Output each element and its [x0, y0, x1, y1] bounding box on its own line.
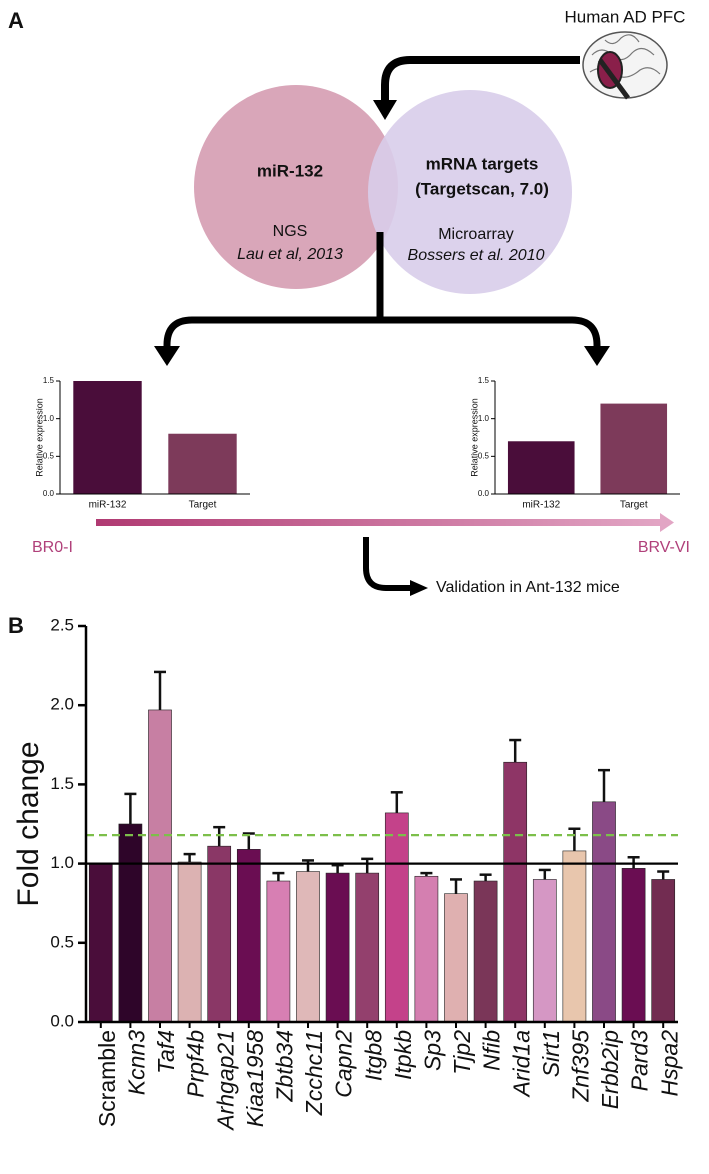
bar [148, 709, 172, 1023]
x-tick-label: Hspa2 [656, 1030, 682, 1097]
venn-right [368, 90, 572, 294]
panel-label: A [8, 8, 24, 33]
circle-method: Microarray [438, 226, 514, 243]
x-tick-label: Tjp2 [449, 1030, 475, 1075]
bar [177, 861, 202, 1023]
bar [355, 872, 380, 1023]
y-tick-label: 1.0 [50, 853, 74, 872]
circle-title: mRNA targets [426, 154, 539, 173]
bar [621, 868, 646, 1023]
brain-icon [582, 31, 668, 100]
x-tick-label: Capn2 [331, 1030, 357, 1098]
arrow [363, 537, 412, 591]
y-tick-label: 0.5 [43, 451, 55, 460]
arrowhead [410, 580, 428, 596]
arrow [381, 56, 580, 102]
bar [168, 433, 237, 494]
bar [236, 849, 261, 1023]
y-axis-label: Relative expression [34, 398, 44, 477]
y-axis-label: Relative expression [469, 398, 479, 477]
x-tick-label: Zbtb34 [271, 1030, 297, 1103]
circle-reference: Lau et al, 2013 [237, 246, 343, 263]
bar [88, 863, 113, 1023]
x-tick-label: Pard3 [627, 1030, 653, 1092]
bar [507, 441, 575, 494]
x-tick-label: Arhgap21 [212, 1030, 238, 1132]
bar [562, 850, 587, 1023]
venn-left [194, 85, 398, 289]
x-tick-label: Target [620, 500, 648, 511]
stage-label: BR0-I [32, 539, 73, 556]
y-tick-label: 2.0 [50, 695, 74, 714]
circle-method: NGS [273, 223, 308, 240]
bar [118, 823, 143, 1023]
y-tick-label: 1.0 [43, 414, 55, 423]
y-tick-label: 0.0 [43, 489, 55, 498]
x-tick-label: Sirt1 [538, 1030, 564, 1077]
y-tick-label: 1.5 [50, 774, 74, 793]
x-tick-label: Kiaa1958 [242, 1030, 268, 1127]
bar [266, 880, 291, 1023]
y-axis-label: Fold change [12, 741, 45, 906]
x-tick-label: Prpf4b [183, 1030, 209, 1098]
y-tick-label: 0.5 [50, 932, 74, 951]
x-tick-label: Erbb2ip [597, 1030, 623, 1109]
x-tick-label: Znf395 [567, 1030, 593, 1103]
arrowhead [154, 346, 610, 366]
bar [503, 761, 528, 1023]
y-tick-label: 1.5 [43, 376, 55, 385]
x-tick-label: Itpkb [390, 1030, 416, 1080]
y-tick-label: 0.5 [478, 451, 490, 460]
x-tick-label: Itgb8 [360, 1030, 386, 1081]
arrowhead [373, 100, 397, 120]
y-tick-label: 1.5 [478, 376, 490, 385]
stage-arrow [96, 519, 662, 526]
source-label: Human AD PFC [565, 7, 686, 26]
bar [296, 871, 320, 1023]
bar [73, 381, 142, 494]
x-tick-label: miR-132 [522, 500, 560, 511]
circle-title: miR-132 [257, 161, 323, 180]
x-tick-label: Zcchc11 [301, 1030, 327, 1116]
arrowhead [660, 513, 674, 532]
bar [473, 880, 498, 1023]
y-tick-label: 0.0 [478, 489, 490, 498]
bar [414, 875, 439, 1023]
bar [384, 812, 409, 1023]
bar [651, 879, 676, 1023]
circle-title: (Targetscan, 7.0) [415, 179, 549, 198]
x-tick-label: miR-132 [89, 500, 127, 511]
x-tick-label: Kcnn3 [123, 1030, 149, 1095]
bar [207, 845, 232, 1023]
validation-label: Validation in Ant-132 mice [436, 579, 620, 596]
x-tick-label: Arid1a [508, 1030, 534, 1098]
x-tick-label: Scramble [94, 1030, 120, 1127]
stage-label: BRV-VI [638, 539, 690, 556]
y-tick-label: 0.0 [50, 1011, 74, 1030]
y-tick-label: 2.5 [50, 615, 74, 634]
x-tick-label: Sp3 [419, 1030, 445, 1071]
arrow [163, 232, 601, 348]
bar [325, 872, 350, 1023]
panel-label: B [8, 613, 24, 638]
x-tick-label: Nfib [479, 1030, 505, 1071]
bar [444, 893, 468, 1023]
x-tick-label: Taf4 [153, 1030, 179, 1074]
bar [600, 403, 668, 494]
circle-reference: Bossers et al. 2010 [408, 247, 545, 264]
bar [532, 879, 557, 1023]
y-tick-label: 1.0 [478, 414, 490, 423]
x-tick-label: Target [189, 500, 217, 511]
